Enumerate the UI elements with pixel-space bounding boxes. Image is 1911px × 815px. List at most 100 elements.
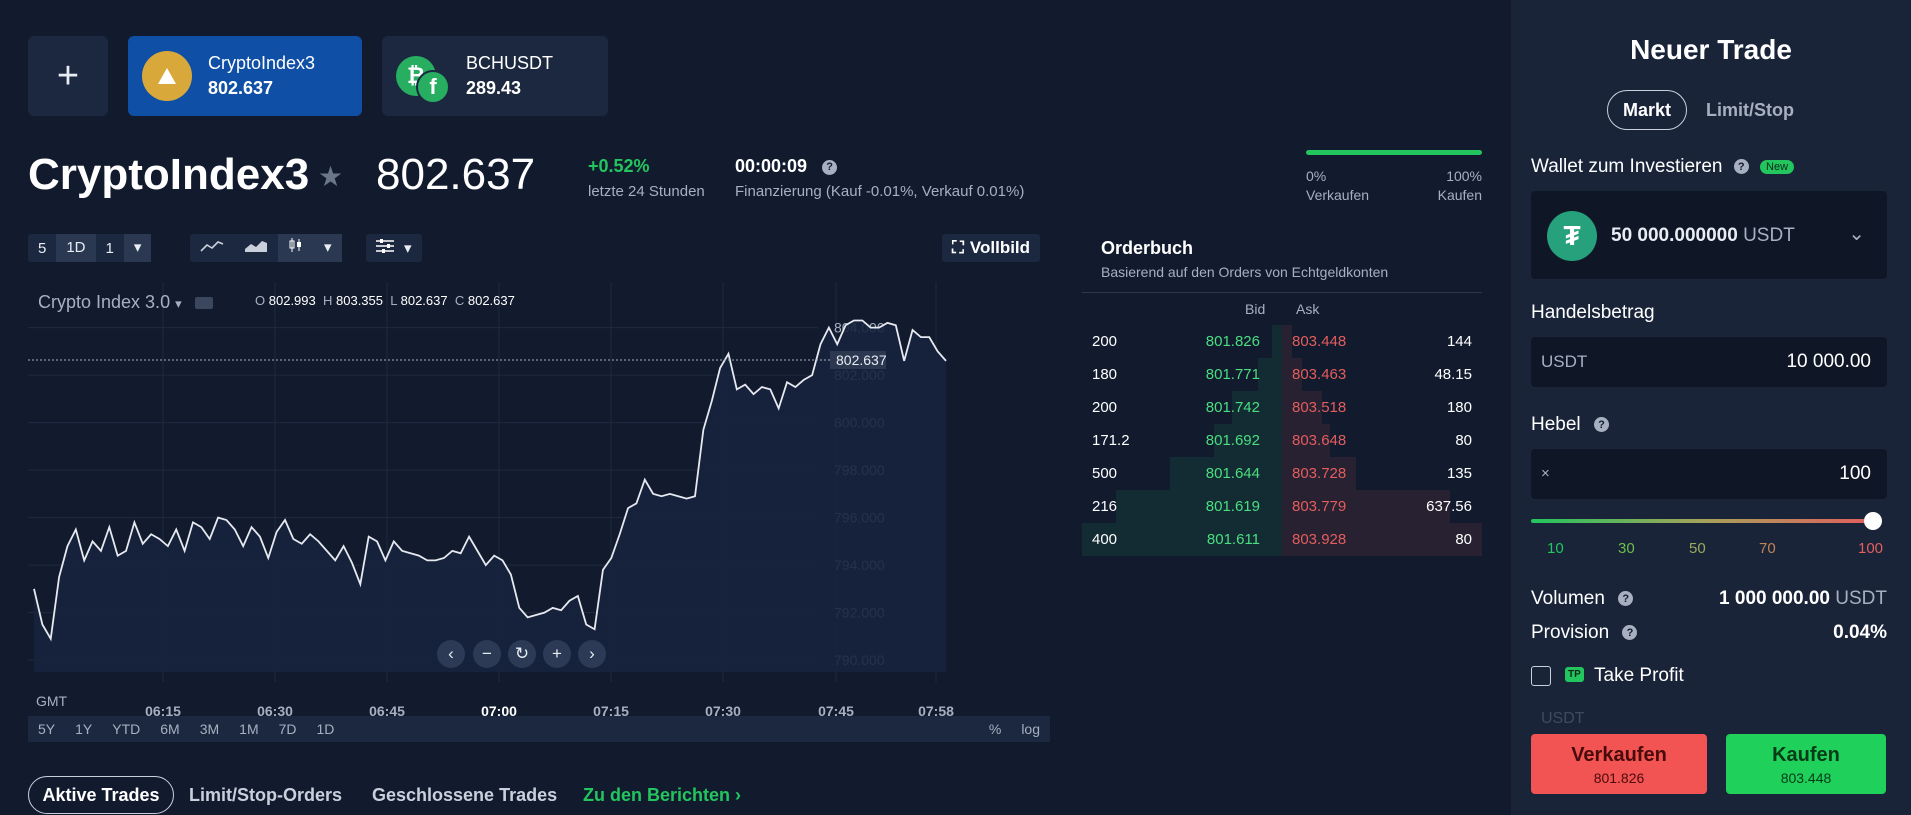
chevron-down-icon: ▾	[175, 296, 182, 311]
ask-depth-bar	[1282, 358, 1302, 391]
ohlc-readout: O 802.993 H 803.355 L 802.637 C 802.637	[255, 293, 515, 308]
sentiment-right: 100% Kaufen	[1400, 167, 1482, 205]
add-symbol-button[interactable]: +	[28, 36, 108, 116]
chart-symbol-label[interactable]: Crypto Index 3.0 ▾	[38, 292, 213, 313]
orderbook-row[interactable]: 216 801.619 803.779 637.56	[1082, 490, 1482, 523]
buy-button[interactable]: Kaufen 803.448	[1726, 734, 1886, 794]
take-profit-label[interactable]: Take Profit	[1594, 665, 1684, 686]
ohlc-open: 802.993	[268, 293, 316, 308]
orderbook-row[interactable]: 200 801.826 803.448 144	[1082, 325, 1482, 358]
leverage-label: Hebel	[1531, 414, 1581, 435]
chevron-down-icon[interactable]: ▾	[314, 234, 342, 262]
tab-closed-trades[interactable]: Geschlossene Trades	[372, 784, 558, 805]
bid-volume: 200	[1092, 333, 1118, 350]
chevron-down-icon[interactable]: ▾	[123, 234, 152, 262]
trade-panel	[1511, 0, 1911, 815]
orderbook-title: Orderbuch	[1101, 238, 1194, 258]
help-icon[interactable]: ?	[1593, 417, 1609, 433]
volume-value-row: 1 000 000.00 USDT	[1719, 588, 1887, 610]
reset-chart-button[interactable]: ↻	[508, 640, 536, 668]
x-tick-label: 07:15	[593, 703, 629, 719]
leverage-tick[interactable]: 100	[1858, 540, 1884, 557]
range-1d[interactable]: 1D	[316, 721, 335, 737]
ask-volume: 80	[1455, 531, 1472, 548]
instrument-title: CryptoIndex3	[28, 150, 310, 199]
ohlc-close: 802.637	[467, 293, 515, 308]
tp-badge: TP	[1565, 667, 1584, 682]
range-3m[interactable]: 3M	[199, 721, 220, 737]
area-chart-icon[interactable]	[234, 239, 278, 257]
ohlc-c-label: C	[454, 293, 465, 308]
tab-active-trades[interactable]: Aktive Trades	[28, 776, 174, 814]
financing-timer: 00:00:09 ?	[735, 156, 838, 177]
wallet-currency: USDT	[1743, 225, 1795, 246]
ask-depth-bar	[1282, 490, 1450, 523]
orderbook-row[interactable]: 200 801.742 803.518 180	[1082, 391, 1482, 424]
help-icon[interactable]: ?	[1733, 159, 1749, 175]
bid-volume: 500	[1092, 465, 1118, 482]
leverage-slider-handle[interactable]	[1864, 512, 1882, 530]
price-chart[interactable]: 804.000802.000800.000798.000796.000794.0…	[28, 272, 1050, 732]
scroll-right-button[interactable]: ›	[578, 640, 606, 668]
camera-icon[interactable]	[194, 297, 213, 310]
instrument-price: 802.637	[376, 150, 536, 199]
indicators-button[interactable]: ▾	[366, 234, 422, 262]
sentiment-bar	[1306, 150, 1482, 155]
scroll-left-button[interactable]: ‹	[437, 640, 465, 668]
ask-depth-bar	[1282, 457, 1356, 490]
range-1m[interactable]: 1M	[239, 721, 259, 737]
reports-link[interactable]: Zu den Berichten ›	[583, 784, 742, 805]
tab-bchusdt[interactable]: ₿ f BCHUSDT 289.43	[382, 36, 608, 116]
range-ytd[interactable]: YTD	[112, 721, 141, 737]
bid-price: 801.742	[1205, 399, 1260, 416]
take-profit-checkbox[interactable]	[1531, 666, 1551, 686]
range-1y[interactable]: 1Y	[75, 721, 93, 737]
order-type-limit[interactable]: Limit/Stop	[1706, 100, 1794, 120]
range-7d[interactable]: 7D	[278, 721, 297, 737]
sell-button[interactable]: Verkaufen 801.826	[1531, 734, 1707, 794]
timer-value: 00:00:09	[735, 156, 808, 176]
leverage-tick[interactable]: 70	[1759, 540, 1776, 557]
take-profit-currency: USDT	[1541, 710, 1585, 727]
leverage-tick[interactable]: 10	[1547, 540, 1564, 557]
zoom-in-button[interactable]: +	[543, 640, 571, 668]
wallet-label: Wallet zum Investieren	[1531, 156, 1723, 177]
help-icon[interactable]: ?	[1618, 591, 1634, 607]
change-percent: +0.52%	[588, 156, 650, 176]
orderbook-row[interactable]: 400 801.611 803.928 80	[1082, 523, 1482, 556]
range-6m[interactable]: 6M	[160, 721, 180, 737]
wallet-select[interactable]: ₮ 50 000.000000 USDT ⌄	[1531, 191, 1887, 279]
tether-icon: ₮	[1547, 211, 1597, 261]
leverage-tick[interactable]: 30	[1618, 540, 1635, 557]
commission-label-row: Provision ?	[1531, 622, 1638, 644]
order-type-market[interactable]: Markt	[1607, 90, 1687, 130]
percent-scale-toggle[interactable]: %	[988, 721, 1002, 737]
tab-price: 289.43	[466, 78, 522, 98]
sentiment-left: 0% Verkaufen	[1306, 167, 1369, 205]
orderbook-row[interactable]: 500 801.644 803.728 135	[1082, 457, 1482, 490]
fullscreen-button[interactable]: ⛶ Vollbild	[942, 234, 1041, 262]
help-icon[interactable]: ?	[1622, 625, 1638, 641]
leverage-field[interactable]: × 100	[1531, 449, 1887, 499]
line-chart-icon[interactable]	[190, 239, 234, 257]
favorite-star-icon[interactable]: ★	[318, 161, 344, 192]
multiplier[interactable]: 1	[105, 239, 114, 257]
tab-cryptoindex3[interactable]: CryptoIndex3 802.637	[128, 36, 362, 116]
bch-coin-icon: ₿ f	[396, 46, 466, 106]
help-icon[interactable]: ?	[822, 159, 838, 175]
amount-field[interactable]: USDT 10 000.00	[1531, 337, 1887, 387]
orderbook-row[interactable]: 171.2 801.692 803.648 80	[1082, 424, 1482, 457]
candlestick-icon[interactable]	[278, 234, 314, 262]
tab-limit-orders[interactable]: Limit/Stop-Orders	[189, 784, 343, 805]
orderbook-row[interactable]: 180 801.771 803.463 48.15	[1082, 358, 1482, 391]
leverage-slider[interactable]	[1531, 519, 1875, 523]
resolution-1d[interactable]: 1D	[56, 234, 96, 262]
zoom-out-button[interactable]: −	[473, 640, 501, 668]
log-scale-toggle[interactable]: log	[1021, 721, 1040, 737]
resolution-5[interactable]: 5	[38, 239, 47, 257]
ask-volume: 135	[1446, 465, 1472, 482]
range-5y[interactable]: 5Y	[38, 721, 56, 737]
leverage-label-row: Hebel ?	[1531, 414, 1609, 436]
leverage-tick[interactable]: 50	[1689, 540, 1706, 557]
ask-price: 803.463	[1292, 366, 1347, 383]
